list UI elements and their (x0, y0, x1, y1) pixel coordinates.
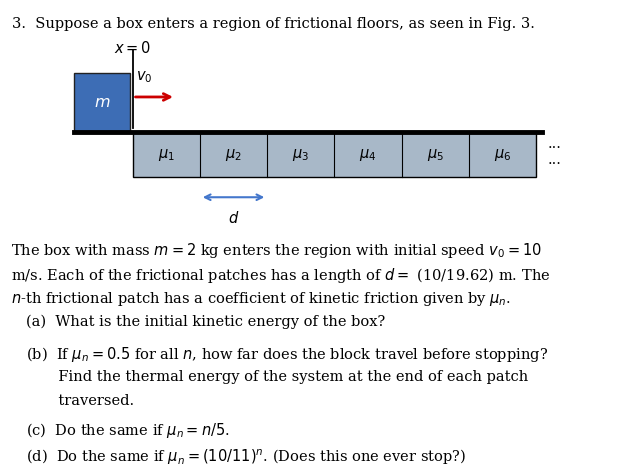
Text: $\mu_6$: $\mu_6$ (494, 147, 511, 163)
Text: The box with mass $m = 2$ kg enters the region with initial speed $v_0 = 10$: The box with mass $m = 2$ kg enters the … (11, 241, 542, 260)
Text: (d)  Do the same if $\mu_n = (10/11)^n$. (Does this one ever stop?): (d) Do the same if $\mu_n = (10/11)^n$. … (26, 447, 466, 466)
Text: (c)  Do the same if $\mu_n = n/5$.: (c) Do the same if $\mu_n = n/5$. (26, 421, 230, 440)
Text: 3.  Suppose a box enters a region of frictional floors, as seen in Fig. 3.: 3. Suppose a box enters a region of fric… (12, 17, 535, 31)
FancyBboxPatch shape (133, 132, 536, 177)
Text: (b)  If $\mu_n = 0.5$ for all $n$, how far does the block travel before stopping: (b) If $\mu_n = 0.5$ for all $n$, how fa… (26, 345, 548, 364)
Text: $v_0$: $v_0$ (136, 70, 152, 85)
Text: Find the thermal energy of the system at the end of each patch: Find the thermal energy of the system at… (26, 370, 528, 384)
Text: $\mu_5$: $\mu_5$ (427, 147, 444, 163)
Text: $n$-th frictional patch has a coefficient of kinetic friction given by $\mu_n$.: $n$-th frictional patch has a coefficien… (11, 290, 511, 308)
Text: $\mu_4$: $\mu_4$ (359, 147, 377, 163)
Text: m/s. Each of the frictional patches has a length of $d = $ (10/19.62) m. The: m/s. Each of the frictional patches has … (11, 266, 550, 285)
FancyBboxPatch shape (74, 73, 130, 132)
Text: (a)  What is the initial kinetic energy of the box?: (a) What is the initial kinetic energy o… (26, 315, 385, 329)
Text: $\mu_2$: $\mu_2$ (225, 147, 242, 163)
Text: $\mu_3$: $\mu_3$ (292, 147, 309, 163)
Text: ...: ... (547, 137, 561, 150)
Text: $m$: $m$ (94, 95, 110, 111)
Text: ...: ... (547, 153, 561, 166)
Text: $x = 0$: $x = 0$ (114, 40, 151, 56)
Text: traversed.: traversed. (26, 394, 134, 409)
Text: $d$: $d$ (228, 210, 239, 227)
Text: $\mu_1$: $\mu_1$ (158, 147, 175, 163)
